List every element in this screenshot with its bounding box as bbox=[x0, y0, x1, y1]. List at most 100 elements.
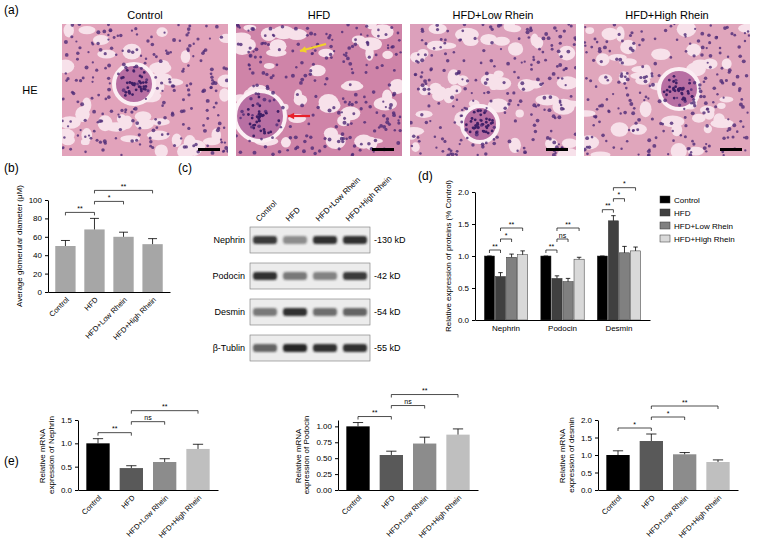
nucleus bbox=[424, 53, 427, 56]
nucleus bbox=[373, 129, 376, 132]
nucleus bbox=[329, 45, 332, 48]
nucleus bbox=[453, 51, 456, 54]
nucleus bbox=[294, 135, 298, 139]
nucleus bbox=[124, 91, 127, 94]
nucleus bbox=[82, 76, 85, 79]
nucleus bbox=[550, 44, 553, 47]
tubule-lumen bbox=[181, 50, 191, 63]
nucleus bbox=[399, 116, 402, 119]
nucleus bbox=[441, 150, 444, 153]
nucleus bbox=[375, 66, 378, 69]
nucleus bbox=[355, 101, 358, 104]
nucleus bbox=[428, 92, 431, 95]
y-tick: 0.00 bbox=[316, 486, 338, 495]
nucleus bbox=[632, 129, 635, 132]
y-axis-line bbox=[598, 421, 599, 491]
nucleus bbox=[300, 61, 304, 65]
nucleus bbox=[684, 135, 687, 138]
blot-band bbox=[313, 272, 337, 280]
group-title: HFD bbox=[308, 9, 331, 21]
nucleus bbox=[459, 143, 461, 145]
significance-label: ** bbox=[605, 202, 611, 209]
nucleus bbox=[623, 82, 626, 85]
nucleus bbox=[91, 41, 93, 43]
x-axis: ControlHFDHFD+Low RheinHFD+High Rhein bbox=[599, 491, 739, 540]
nucleus bbox=[136, 83, 139, 86]
nucleus bbox=[493, 138, 496, 141]
scale-bar bbox=[720, 148, 742, 151]
tubule-lumen bbox=[219, 88, 228, 102]
tubule-lumen bbox=[218, 75, 228, 88]
significance-label: ** bbox=[549, 243, 555, 250]
nucleus bbox=[739, 120, 742, 123]
tubule-lumen bbox=[156, 27, 167, 37]
nucleus bbox=[329, 34, 332, 37]
glomerulus bbox=[114, 64, 154, 104]
nucleus bbox=[727, 127, 731, 131]
nucleus bbox=[350, 122, 353, 125]
blot-band bbox=[313, 236, 337, 244]
nucleus bbox=[344, 100, 347, 103]
nucleus bbox=[311, 53, 314, 56]
nucleus bbox=[314, 49, 317, 52]
nucleus bbox=[163, 116, 167, 120]
tubule-lumen bbox=[389, 79, 402, 94]
nucleus bbox=[706, 108, 709, 111]
nucleus bbox=[139, 143, 141, 145]
nucleus bbox=[472, 126, 475, 129]
row-label: Desmin bbox=[214, 307, 245, 317]
nucleus bbox=[598, 104, 601, 107]
nucleus bbox=[454, 121, 457, 124]
nucleus bbox=[738, 87, 741, 90]
nucleus bbox=[550, 130, 553, 133]
x-tick: Podocin bbox=[548, 324, 577, 333]
x-tick: Control bbox=[47, 295, 71, 319]
nucleus bbox=[192, 55, 194, 57]
y-tick-mark bbox=[335, 490, 338, 491]
nucleus bbox=[318, 149, 321, 152]
nucleus bbox=[252, 134, 255, 137]
nucleus bbox=[107, 88, 111, 92]
nucleus bbox=[738, 54, 742, 58]
nucleus bbox=[565, 84, 567, 86]
nucleus bbox=[306, 27, 309, 30]
nucleus bbox=[490, 99, 493, 102]
nucleus bbox=[75, 79, 78, 82]
nucleus bbox=[573, 36, 576, 40]
nucleus bbox=[473, 127, 476, 130]
nucleus bbox=[161, 104, 164, 107]
histology-image bbox=[410, 24, 576, 156]
nucleus bbox=[592, 124, 595, 127]
nucleus bbox=[171, 112, 174, 115]
error-bar bbox=[566, 278, 570, 281]
nucleus bbox=[418, 140, 421, 143]
nucleus bbox=[554, 152, 556, 154]
nucleus bbox=[142, 81, 145, 84]
glomerulus bbox=[236, 91, 285, 141]
nucleus bbox=[555, 30, 557, 32]
nucleus bbox=[332, 106, 335, 109]
nucleus bbox=[363, 121, 366, 124]
nucleus bbox=[460, 139, 463, 142]
nucleus bbox=[437, 102, 440, 105]
nucleus bbox=[690, 88, 693, 91]
y-tick: 40 bbox=[33, 251, 48, 260]
nucleus bbox=[273, 34, 276, 37]
bar bbox=[153, 462, 176, 490]
nucleus bbox=[601, 134, 605, 138]
nucleus bbox=[291, 74, 295, 78]
nucleus bbox=[277, 119, 280, 122]
nucleus bbox=[133, 108, 135, 110]
nucleus bbox=[260, 138, 263, 141]
nucleus bbox=[220, 139, 222, 141]
nucleus bbox=[598, 49, 602, 53]
nucleus bbox=[465, 123, 468, 126]
y-axis-title-line: expression of desmin bbox=[567, 417, 576, 493]
error-bar bbox=[509, 254, 513, 257]
nucleus bbox=[687, 90, 690, 93]
nucleus bbox=[354, 93, 358, 97]
band-size: -54 kD bbox=[374, 307, 401, 317]
nucleus bbox=[631, 111, 635, 115]
nucleus bbox=[422, 87, 426, 91]
legend: ControlHFDHFD+Low RheinHFD+High Rhein bbox=[660, 196, 735, 244]
